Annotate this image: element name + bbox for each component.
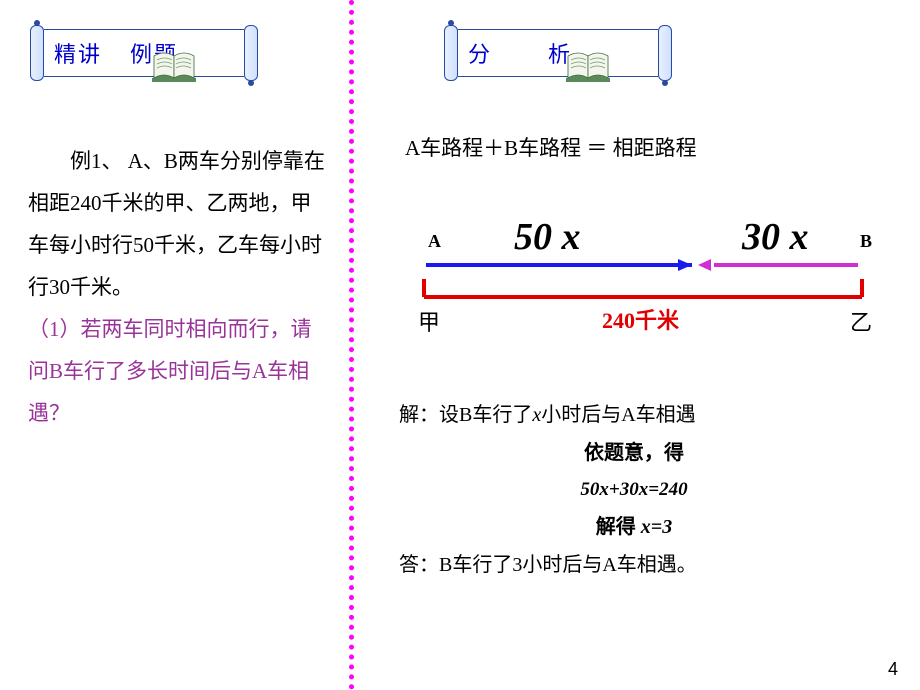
label-jia: 甲 [418, 305, 440, 337]
banner-right-label1: 分 [468, 37, 492, 69]
problem-part1: （1）若两车同时相向而行，请问B车行了多长时间后与A车相遇？ [28, 317, 312, 425]
banner-fenxi: 分 析 [444, 25, 672, 81]
scroll-body-right: 分 析 [458, 29, 658, 77]
problem-text: 例1、 A、B两车分别停靠在相距240千米的甲、乙两地，甲车每小时行50千米，乙… [28, 140, 328, 434]
scroll-body-left: 精讲 例题 [44, 29, 244, 77]
book-icon [150, 50, 198, 84]
banner-jingjiang: 精讲 例题 [30, 25, 258, 81]
scroll-cap-left [444, 25, 458, 81]
label-yi: 乙 [850, 305, 872, 337]
solution-line3: 50x+30x=240 [399, 472, 869, 508]
distance-label: 240千米 [602, 303, 679, 335]
book-icon [564, 50, 612, 84]
page-number: 4 [888, 659, 898, 680]
banner-left-label1: 精讲 [54, 37, 102, 69]
solve-value: x=3 [641, 516, 672, 538]
scroll-cap-right [658, 25, 672, 81]
solve-prefix: 解得 [596, 516, 641, 538]
motion-diagram: A B 50 x 30 x 甲 240千米 乙 [418, 215, 882, 335]
vertical-divider [349, 0, 354, 690]
solution-block: 解：设B车行了x小时后与A车相遇 依题意，得 50x+30x=240 解得 x=… [399, 396, 869, 584]
solution-line5: 答：B车行了3小时后与A车相遇。 [399, 546, 869, 584]
solution-line4: 解得 x=3 [399, 508, 869, 546]
problem-prefix: 例1、 A、B两车分别停靠在相距240千米的甲、乙两地，甲车每小时行50千米，乙… [28, 149, 325, 299]
solution-line2: 依题意，得 [399, 434, 869, 472]
solution-line1: 解：设B车行了x小时后与A车相遇 [399, 396, 869, 434]
scroll-cap-left [30, 25, 44, 81]
scroll-cap-right [244, 25, 258, 81]
equation-text: A车路程＋B车路程 ＝ 相距路程 [405, 132, 697, 162]
